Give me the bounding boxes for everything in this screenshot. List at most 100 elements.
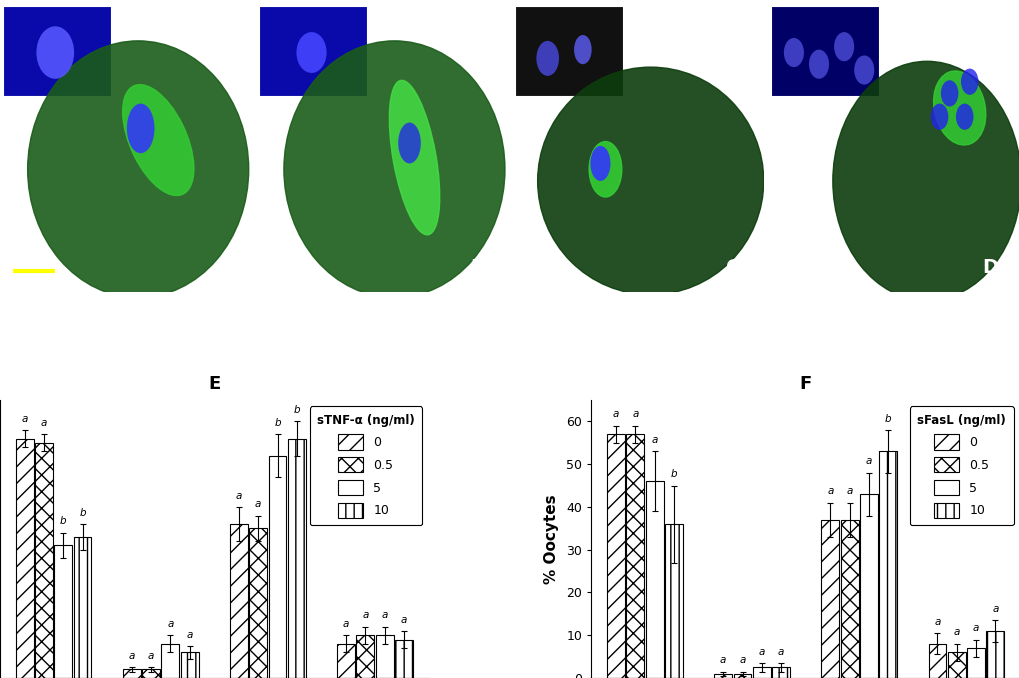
- Text: a: a: [148, 651, 154, 661]
- Ellipse shape: [808, 49, 828, 79]
- Bar: [820, 520, 839, 678]
- Bar: [752, 667, 770, 678]
- Text: a: a: [651, 435, 657, 445]
- Ellipse shape: [589, 142, 622, 197]
- Text: b: b: [669, 469, 677, 479]
- Text: a: a: [235, 491, 242, 500]
- Text: a: a: [632, 410, 638, 419]
- Text: a: a: [167, 619, 173, 629]
- Bar: [626, 435, 644, 678]
- Ellipse shape: [389, 80, 439, 235]
- Ellipse shape: [853, 56, 873, 85]
- Text: B: B: [470, 258, 484, 277]
- Bar: [356, 635, 374, 678]
- Bar: [54, 545, 72, 678]
- Ellipse shape: [783, 38, 803, 67]
- Text: a: a: [933, 617, 940, 626]
- Text: a: a: [846, 486, 852, 496]
- Bar: [733, 674, 751, 678]
- Bar: [947, 652, 965, 678]
- Bar: [336, 644, 355, 678]
- Text: a: a: [128, 651, 135, 661]
- Text: a: a: [826, 486, 833, 496]
- Ellipse shape: [940, 80, 958, 106]
- Text: b: b: [274, 418, 280, 428]
- Text: b: b: [293, 405, 300, 415]
- Ellipse shape: [932, 71, 984, 145]
- Bar: [35, 443, 53, 678]
- Bar: [142, 669, 160, 678]
- Bar: [249, 528, 267, 678]
- Bar: [966, 648, 984, 678]
- Text: a: a: [719, 655, 726, 665]
- Ellipse shape: [283, 41, 504, 298]
- Legend: 0, 0.5, 5, 10: 0, 0.5, 5, 10: [310, 406, 422, 525]
- Bar: [394, 639, 413, 678]
- Bar: [161, 644, 179, 678]
- Bar: [645, 481, 663, 678]
- FancyBboxPatch shape: [2, 6, 110, 96]
- Legend: 0, 0.5, 5, 10: 0, 0.5, 5, 10: [909, 406, 1013, 525]
- Text: b: b: [79, 508, 86, 518]
- Bar: [713, 674, 732, 678]
- FancyBboxPatch shape: [515, 6, 623, 96]
- FancyBboxPatch shape: [259, 6, 367, 96]
- Text: a: a: [342, 619, 348, 629]
- Text: a: a: [362, 610, 368, 620]
- Text: a: a: [972, 623, 978, 633]
- Text: a: a: [991, 604, 998, 614]
- Ellipse shape: [536, 41, 558, 76]
- Ellipse shape: [833, 61, 1019, 300]
- Text: a: a: [21, 414, 28, 424]
- Title: E: E: [208, 375, 220, 393]
- Title: F: F: [799, 375, 811, 393]
- Text: A: A: [213, 258, 228, 277]
- FancyBboxPatch shape: [770, 6, 878, 96]
- Text: a: a: [953, 627, 959, 637]
- Bar: [606, 435, 625, 678]
- Ellipse shape: [960, 68, 977, 95]
- Text: a: a: [612, 410, 619, 419]
- Bar: [859, 494, 877, 678]
- Ellipse shape: [122, 85, 194, 195]
- Text: D: D: [981, 258, 997, 277]
- Bar: [375, 635, 393, 678]
- Bar: [268, 456, 286, 678]
- Bar: [287, 439, 306, 678]
- Ellipse shape: [834, 32, 853, 61]
- Bar: [229, 524, 248, 678]
- Text: b: b: [884, 414, 891, 424]
- Ellipse shape: [37, 26, 74, 79]
- Ellipse shape: [590, 146, 610, 181]
- Ellipse shape: [537, 67, 763, 295]
- Bar: [927, 644, 946, 678]
- Y-axis label: % Oocytes: % Oocytes: [544, 494, 558, 584]
- Ellipse shape: [126, 104, 154, 153]
- Bar: [73, 537, 92, 678]
- Text: a: a: [758, 647, 764, 656]
- Bar: [771, 667, 790, 678]
- Bar: [15, 439, 34, 678]
- Bar: [840, 520, 858, 678]
- Text: a: a: [777, 647, 784, 656]
- Ellipse shape: [930, 104, 948, 130]
- Text: a: a: [186, 629, 193, 639]
- Ellipse shape: [955, 104, 972, 130]
- Ellipse shape: [397, 123, 421, 163]
- Bar: [180, 652, 199, 678]
- Text: b: b: [60, 516, 66, 526]
- Ellipse shape: [297, 32, 326, 73]
- Text: a: a: [255, 499, 261, 509]
- Bar: [985, 631, 1004, 678]
- Bar: [122, 669, 141, 678]
- Text: C: C: [726, 258, 740, 277]
- Ellipse shape: [28, 41, 249, 298]
- Text: a: a: [381, 610, 387, 620]
- Bar: [878, 452, 897, 678]
- Text: a: a: [739, 655, 745, 665]
- Text: a: a: [41, 418, 47, 428]
- Text: a: a: [865, 456, 871, 466]
- Ellipse shape: [574, 35, 591, 64]
- Text: a: a: [400, 614, 407, 624]
- Bar: [664, 524, 683, 678]
